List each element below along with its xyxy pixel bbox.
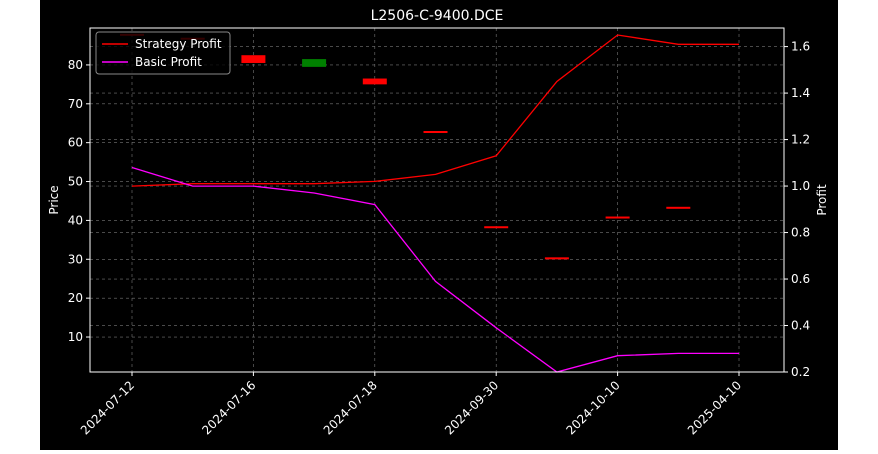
candle-5: [423, 131, 448, 134]
candle-3: [302, 59, 327, 67]
series-line-0: [131, 34, 739, 187]
left-tick-label-1: 20: [68, 291, 83, 305]
left-tick-label-0: 10: [68, 330, 83, 344]
left-tick-label-3: 40: [68, 213, 83, 227]
profit-lines: [131, 34, 739, 373]
right-tick-label-6: 1.4: [791, 86, 810, 100]
legend: Strategy Profit Basic Profit: [95, 31, 231, 75]
right-tick-label-4: 1.0: [791, 179, 810, 193]
x-tick-label-4: 2024-10-10: [564, 378, 623, 437]
legend-label-strategy-profit: Strategy Profit: [135, 37, 222, 51]
candle-2: [241, 55, 266, 63]
right-tick-label-7: 1.6: [791, 40, 810, 54]
left-axis: 10 20 30 40 50 60 70 80: [68, 58, 90, 344]
right-tick-label-0: 0.2: [791, 365, 810, 379]
left-tick-label-6: 70: [68, 97, 83, 111]
left-axis-label: Price: [47, 185, 61, 214]
right-tick-label-3: 0.8: [791, 226, 810, 240]
grid: [90, 28, 784, 373]
left-tick-label-5: 60: [68, 136, 83, 150]
figure: L2506-C-9400.DCE 10 20 30 40 50 60 70 80 0.2 0.4…: [40, 0, 838, 450]
legend-box: [95, 31, 231, 75]
candle-7: [544, 257, 569, 260]
right-tick-label-2: 0.6: [791, 272, 810, 286]
chart-title: L2506-C-9400.DCE: [371, 8, 504, 24]
legend-label-basic-profit: Basic Profit: [135, 55, 202, 69]
chart-svg: L2506-C-9400.DCE 10 20 30 40 50 60 70 80 0.2 0.4…: [47, 8, 829, 437]
right-axis-label: Profit: [815, 184, 829, 216]
candle-8: [605, 216, 630, 219]
series-line-1: [131, 166, 739, 373]
right-tick-label-5: 1.2: [791, 133, 810, 147]
candle-6: [484, 226, 509, 229]
right-tick-label-1: 0.4: [791, 319, 810, 333]
x-axis: 2024-07-12 2024-07-16 2024-07-18 2024-09-30…: [78, 372, 744, 437]
x-tick-label-5: 2025-04-10: [685, 378, 744, 437]
x-tick-label-2: 2024-07-18: [321, 378, 380, 437]
right-axis: 0.2 0.4 0.6 0.8 1.0 1.2 1.4 1.6: [784, 40, 810, 379]
x-tick-label-1: 2024-07-16: [199, 378, 258, 437]
candle-9: [666, 206, 691, 209]
left-tick-label-7: 80: [68, 58, 83, 72]
plot-area-frame: [89, 27, 785, 373]
left-tick-label-4: 50: [68, 175, 83, 189]
candle-4: [362, 78, 387, 85]
x-tick-label-0: 2024-07-12: [78, 378, 137, 437]
left-tick-label-2: 30: [68, 252, 83, 266]
x-tick-label-3: 2024-09-30: [442, 378, 501, 437]
